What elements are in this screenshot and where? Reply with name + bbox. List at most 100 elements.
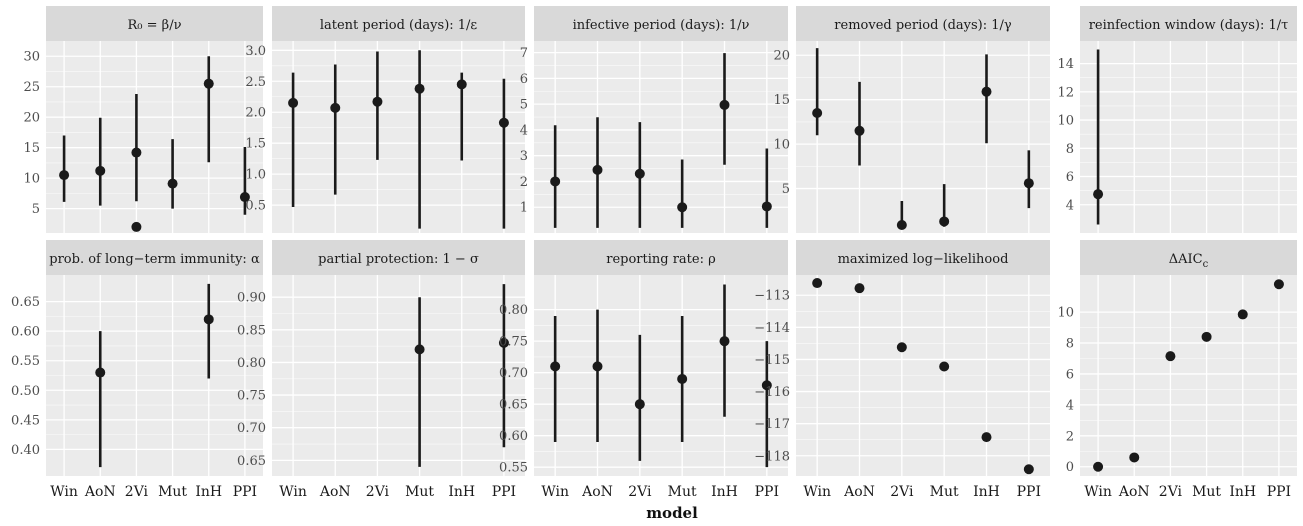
x-tick-label: 2Vi [366, 484, 390, 500]
data-point [131, 147, 142, 158]
panel-5: reinfection window (days): 1/τ 4 6 8 10 12 14 [1057, 6, 1297, 233]
y-tick-label: 0.80 [237, 356, 266, 371]
y-tick-label: 3 [520, 149, 528, 164]
x-tick-label: 2Vi [890, 484, 914, 500]
y-tick-label: 0.75 [499, 335, 528, 350]
y-tick-label: 20 [23, 111, 40, 126]
panel-2: latent period (days): 1/ε 0.5 1.0 1.5 2.0 2.5… [245, 6, 525, 233]
data-point [812, 278, 823, 289]
data-point [981, 432, 992, 443]
y-tick-label: 10 [1057, 114, 1074, 129]
x-tick-label: PPI [233, 484, 257, 500]
panel-9: maximized log−likelihood −113 −114 −115 −116… [754, 240, 1050, 500]
data-point [592, 361, 603, 372]
y-tick-label: 0.80 [499, 303, 528, 318]
x-tick-label: 2Vi [125, 484, 149, 500]
data-point [634, 168, 645, 179]
y-tick-label: 8 [1066, 337, 1074, 352]
y-tick-label: 2.0 [245, 106, 266, 121]
data-point [854, 125, 865, 136]
panel-title: infective period (days): 1/ν [573, 18, 750, 33]
y-tick-label: 0.55 [499, 461, 528, 476]
x-tick-label: PPI [492, 484, 516, 500]
data-point [1023, 464, 1034, 475]
data-point [95, 165, 106, 176]
y-tick-label: 14 [1057, 57, 1074, 72]
data-point [1093, 189, 1104, 200]
y-tick-label: 1 [520, 201, 528, 216]
data-point [131, 221, 142, 232]
x-tick-label: Mut [158, 484, 187, 500]
panel-4: removed period (days): 1/γ 5 10 15 20 [773, 6, 1050, 233]
data-point [330, 102, 341, 113]
data-point [634, 399, 645, 410]
y-tick-label: −117 [754, 417, 790, 432]
y-tick-label: 2 [520, 175, 528, 190]
y-tick-label: 4 [1066, 398, 1074, 413]
panel-strip [1080, 6, 1297, 41]
x-tick-label: AoN [581, 484, 613, 500]
x-tick-label: Mut [930, 484, 959, 500]
panel-title: latent period (days): 1/ε [320, 18, 478, 33]
panel-background [272, 275, 525, 476]
data-point [761, 201, 772, 212]
x-tick-label: Mut [1192, 484, 1221, 500]
y-tick-label: 0.75 [237, 389, 266, 404]
y-tick-label: 25 [23, 80, 40, 95]
y-tick-label: 0.65 [237, 454, 266, 469]
y-tick-label: 0.55 [11, 354, 40, 369]
panel-strip [796, 6, 1050, 41]
y-tick-label: 0.40 [11, 443, 40, 458]
data-point [939, 216, 950, 227]
panel-title: reinfection window (days): 1/τ [1089, 18, 1289, 33]
panel-strip [534, 240, 788, 275]
y-tick-label: 8 [1066, 142, 1074, 157]
x-tick-label: InH [711, 484, 738, 500]
panel-background [534, 41, 788, 233]
data-point [854, 283, 865, 294]
data-point [677, 202, 688, 213]
x-tick-label: 2Vi [1159, 484, 1183, 500]
data-point [167, 178, 178, 189]
data-point [896, 342, 907, 353]
panel-strip [46, 240, 263, 275]
y-tick-label: −116 [754, 385, 790, 400]
panel-title: prob. of long−term immunity: α [49, 252, 260, 267]
x-tick-label: InH [1229, 484, 1256, 500]
panel-background [796, 41, 1050, 233]
y-tick-label: 1.5 [245, 137, 266, 152]
y-tick-label: −115 [754, 353, 790, 368]
data-point [981, 86, 992, 97]
y-tick-label: 4 [520, 123, 528, 138]
data-point [239, 192, 250, 203]
y-tick-label: 0.45 [11, 413, 40, 428]
data-point [95, 367, 106, 378]
y-tick-label: 6 [520, 72, 528, 87]
data-point [1129, 452, 1140, 463]
y-tick-label: 0.60 [499, 429, 528, 444]
data-point [498, 117, 509, 128]
data-point [719, 99, 730, 110]
data-point [939, 361, 950, 372]
panel-1: R₀ = β/ν 5 10 15 20 25 30 [23, 6, 263, 233]
panel-title: ΔAICc [1169, 252, 1209, 270]
x-tick-label: Win [279, 484, 307, 500]
y-tick-label: 0.70 [499, 366, 528, 381]
y-tick-label: 15 [773, 93, 790, 108]
data-point [414, 344, 425, 355]
data-point [1273, 279, 1284, 290]
x-tick-label: Mut [405, 484, 434, 500]
panel-background [46, 41, 263, 233]
y-tick-label: 0.60 [11, 325, 40, 340]
x-tick-label: PPI [1017, 484, 1041, 500]
y-tick-label: 0.70 [237, 421, 266, 436]
data-point [550, 361, 561, 372]
panel-8: reporting rate: ρ 0.55 0.60 0.65 0.70 0.75 0.8… [499, 240, 788, 500]
data-point [288, 97, 299, 108]
y-tick-label: 5 [520, 98, 528, 113]
y-tick-label: −118 [754, 449, 790, 464]
y-tick-label: 3.0 [245, 44, 266, 59]
panel-background [272, 41, 525, 233]
data-point [1165, 351, 1176, 362]
